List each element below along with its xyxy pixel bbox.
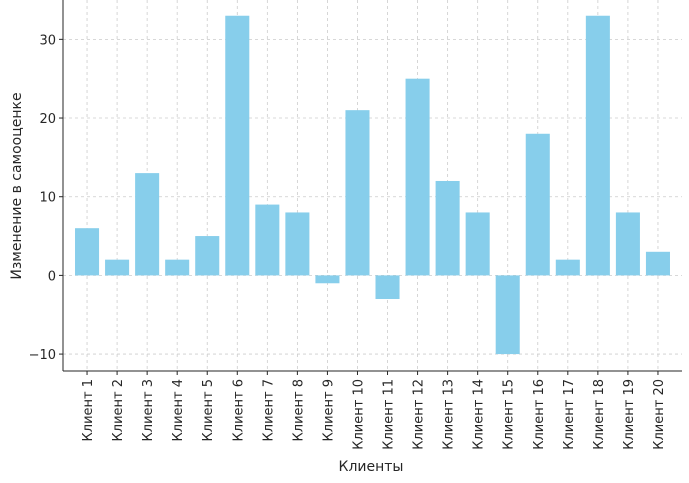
x-tick-label: Клиент 14 <box>472 379 487 450</box>
axes <box>62 0 682 372</box>
bar <box>255 204 280 276</box>
y-tick-label: 0 <box>48 269 56 284</box>
x-tick-label: Клиент 12 <box>412 379 427 450</box>
bar <box>105 259 130 276</box>
x-tick-label: Клиент 3 <box>141 379 156 441</box>
x-tick-label: Клиент 6 <box>231 379 246 441</box>
bar <box>195 236 220 276</box>
x-tick-label: Клиент 13 <box>442 379 457 450</box>
bar <box>285 212 310 276</box>
x-tick-label: Клиент 1 <box>81 379 96 441</box>
bar <box>315 275 340 284</box>
bars <box>75 15 670 355</box>
bar <box>345 110 370 276</box>
x-tick-label: Клиент 7 <box>261 379 276 441</box>
x-tick-label: Клиент 17 <box>562 379 577 450</box>
y-ticks: −10 0 10 20 30 <box>29 33 63 363</box>
bar <box>525 133 550 276</box>
bar <box>555 259 580 276</box>
x-tick-label: Клиент 5 <box>201 379 216 441</box>
x-ticks: Клиент 1 Клиент 2 Клиент 3 Клиент 4 Клиент 5… <box>81 371 667 450</box>
x-tick-label: Клиент 16 <box>532 379 547 450</box>
bar <box>165 259 190 276</box>
grid-lines <box>63 0 682 371</box>
bar <box>375 275 400 300</box>
y-tick-label: 20 <box>39 112 56 127</box>
bar <box>495 275 520 355</box>
x-tick-label: Клиент 8 <box>291 379 306 441</box>
y-tick-label: 10 <box>39 191 56 206</box>
y-tick-label: −10 <box>29 348 56 363</box>
x-tick-label: Клиент 2 <box>111 379 126 441</box>
x-tick-label: Клиент 18 <box>592 379 607 450</box>
x-tick-label: Клиент 19 <box>622 379 637 450</box>
y-tick-label: 30 <box>39 33 56 48</box>
bar <box>435 180 460 276</box>
bar <box>225 15 250 276</box>
x-tick-label: Клиент 11 <box>382 379 397 450</box>
x-tick-label: Клиент 9 <box>321 379 336 441</box>
bar <box>615 212 640 276</box>
x-tick-label: Клиент 20 <box>652 379 667 450</box>
bar <box>405 78 430 276</box>
x-axis-title: Клиенты <box>339 459 404 475</box>
x-tick-label: Клиент 4 <box>171 379 186 441</box>
bar <box>585 15 610 276</box>
bar <box>645 251 670 276</box>
bar <box>465 212 490 276</box>
x-tick-label: Клиент 15 <box>502 379 517 450</box>
bar <box>135 173 160 276</box>
bar <box>75 228 100 276</box>
y-axis-title: Изменение в самооценке <box>9 92 25 279</box>
x-tick-label: Клиент 10 <box>351 379 366 450</box>
